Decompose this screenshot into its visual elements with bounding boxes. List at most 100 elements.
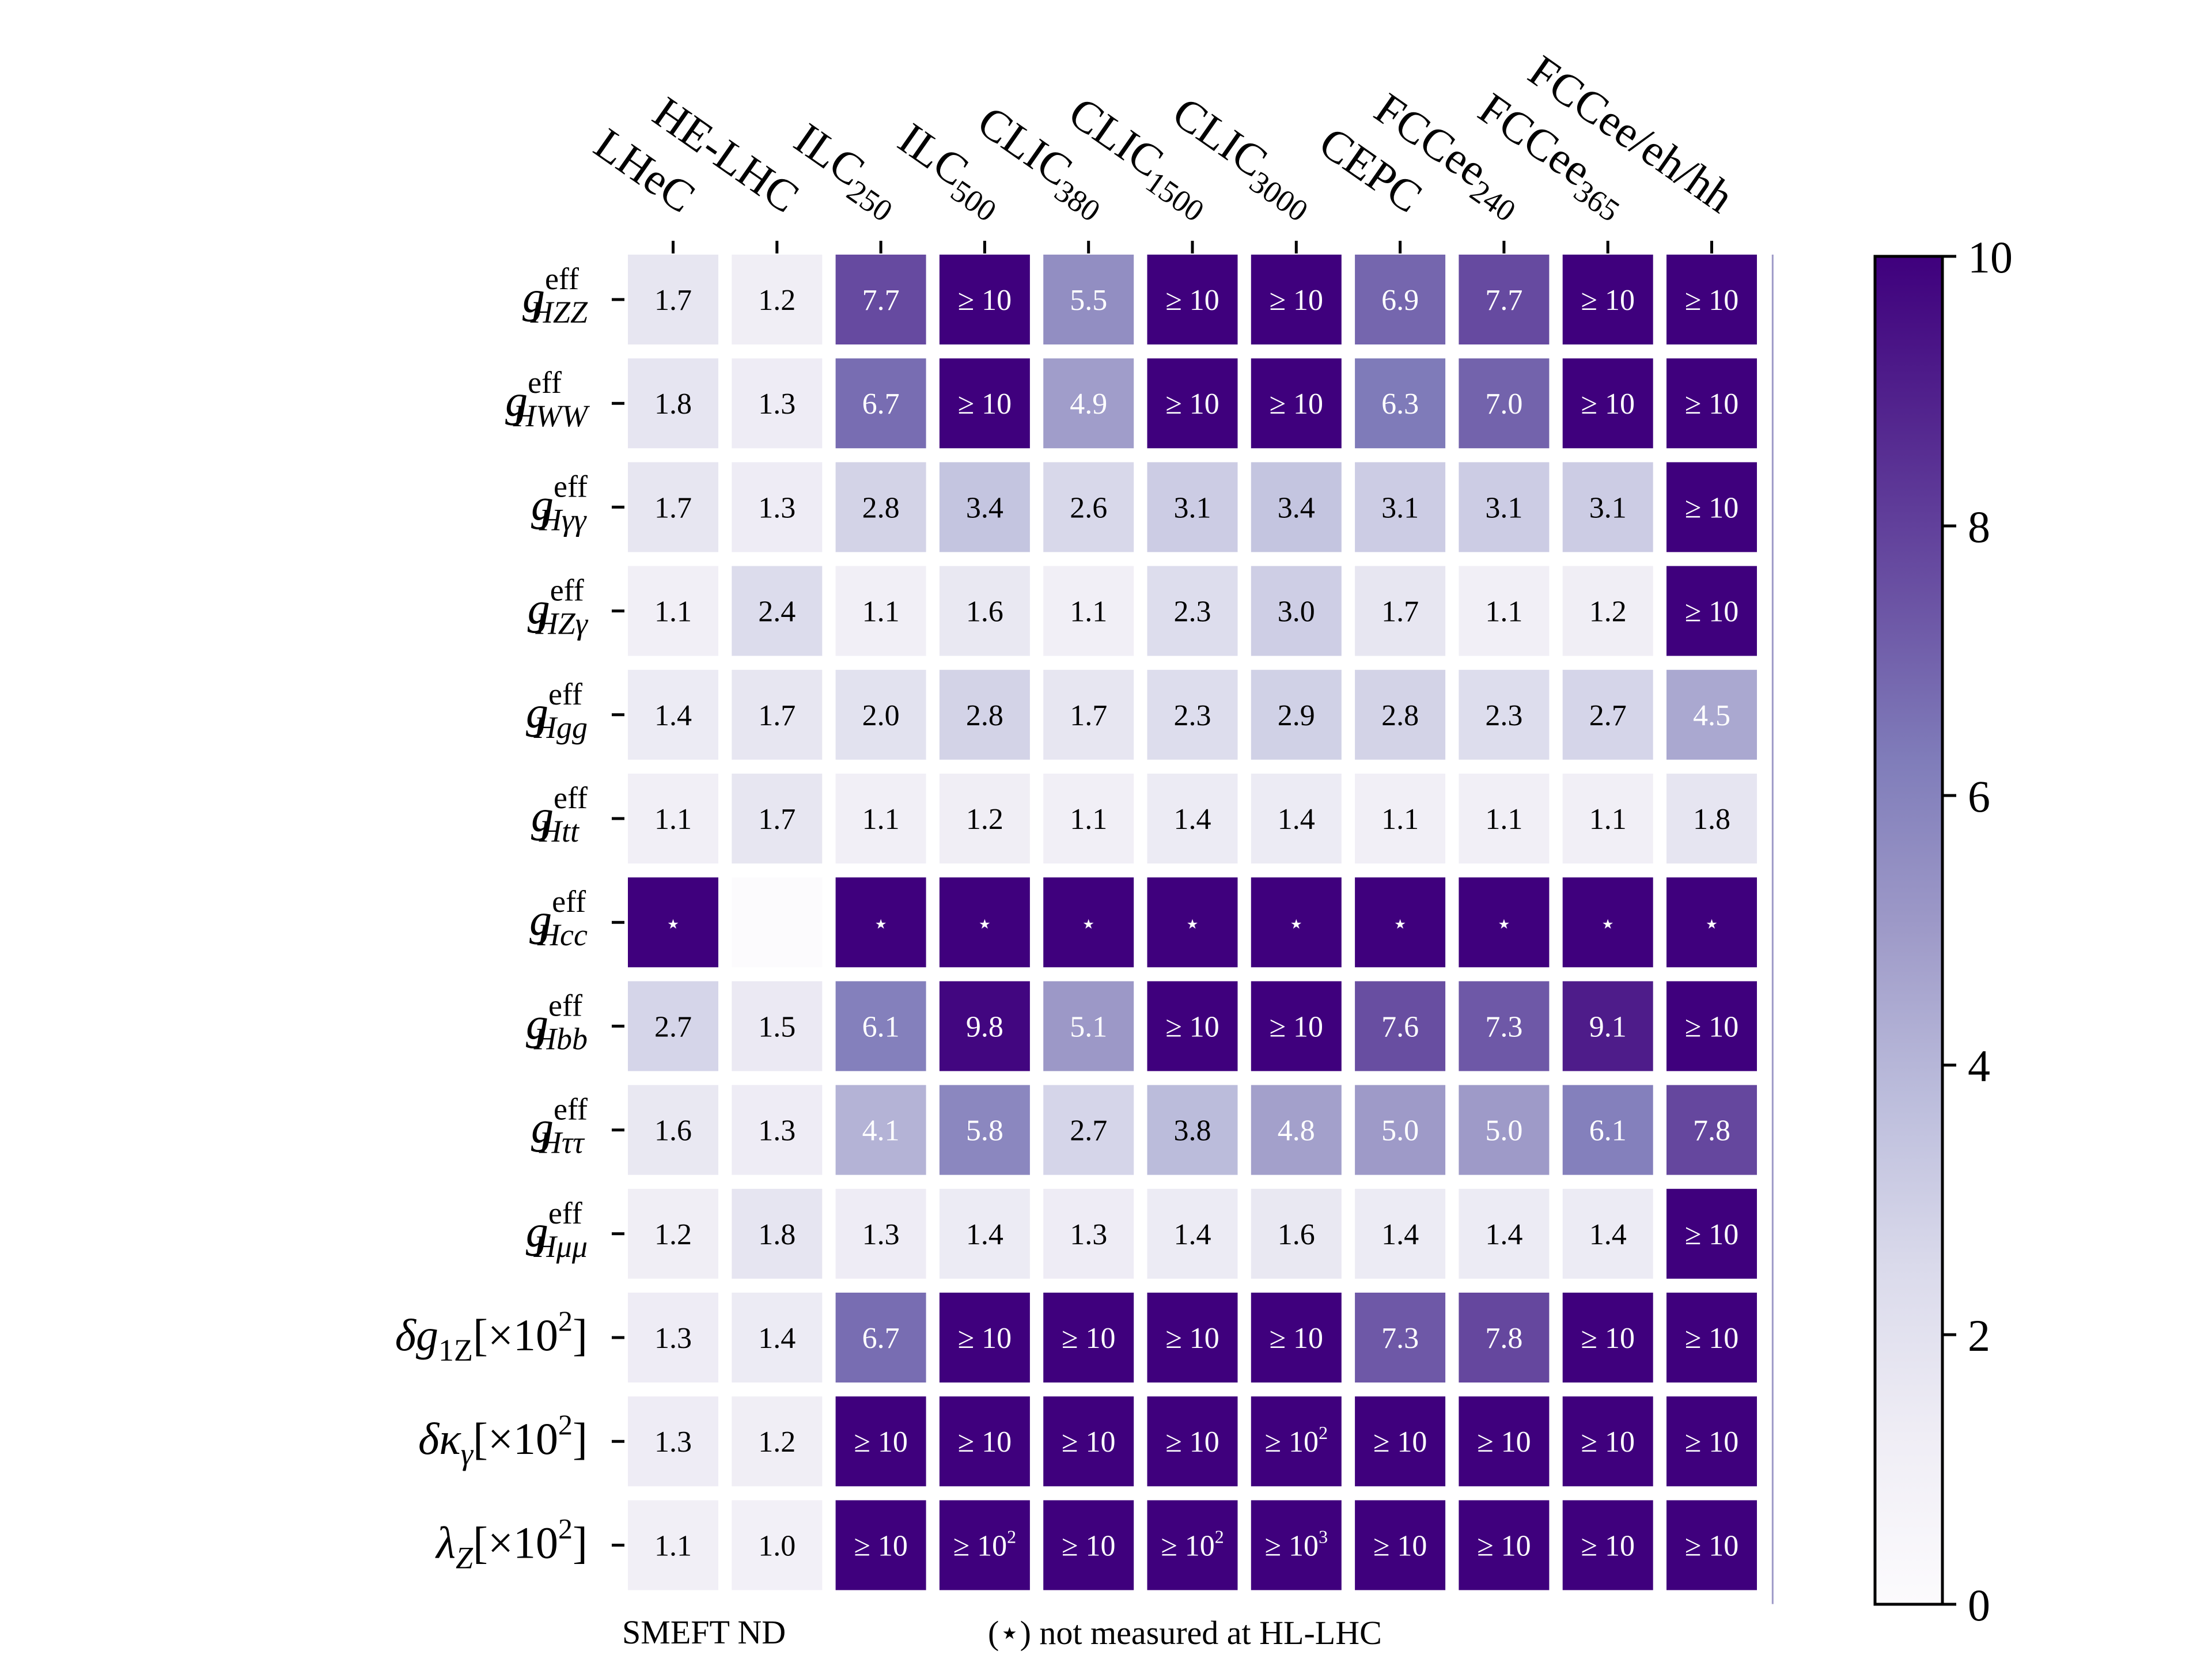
cell-label: ≥ 10: [1062, 1322, 1116, 1355]
heatmap-cell: [939, 1293, 1030, 1382]
cell-label: 1.7: [654, 491, 692, 524]
heatmap-cell: [1562, 1396, 1653, 1487]
heatmap-cell: [628, 1188, 718, 1279]
cell-label: 2.7: [654, 1010, 692, 1043]
heatmap-cell: [835, 255, 926, 344]
cell-label: 1.1: [1070, 596, 1107, 628]
cell-label: ≥ 10: [1270, 1010, 1324, 1043]
cell-label: ≥ 10: [1685, 1529, 1739, 1562]
cell-label: 1.1: [1485, 596, 1522, 628]
cell-label: 1.6: [1278, 1218, 1315, 1251]
colorbar: 0 2 4 6 8 10: [1873, 232, 2013, 1630]
cell-label: ≥ 10: [958, 284, 1012, 317]
heatmap-cell: [1459, 981, 1550, 1071]
cell-label: 9.8: [966, 1010, 1003, 1043]
cell-label: ≥ 10: [1165, 284, 1219, 317]
row-label: δg1Z[×102]: [395, 1305, 588, 1368]
heatmap-cell: [1666, 1085, 1757, 1175]
cell-label: 2.8: [1381, 699, 1419, 732]
heatmap-cell: [628, 1500, 718, 1590]
row-label: geff Hττ: [531, 1092, 588, 1160]
cell-label: 1.8: [758, 1218, 796, 1251]
heatmap-cell: [1043, 1188, 1134, 1279]
heatmap-cell: [1562, 877, 1653, 968]
heatmap-cell: [1355, 1500, 1446, 1590]
heatmap-cell: [1251, 358, 1342, 449]
heatmap-cell: [628, 1085, 718, 1175]
cell-label: 2.3: [1174, 596, 1211, 628]
cell-label: ≥ 10: [854, 1426, 908, 1459]
row-label: geff HWW: [505, 365, 590, 433]
heatmap-cell: [1562, 1293, 1653, 1382]
heatmap-cell: [732, 1085, 823, 1175]
heatmap-cell: [1666, 566, 1757, 656]
heatmap-cell: [1562, 669, 1653, 760]
heatmap-cell: [628, 981, 718, 1071]
heatmap-cell: [835, 1500, 926, 1590]
row-label: geff Htt: [531, 781, 588, 849]
heatmap-cell: [628, 358, 718, 449]
cell-label: ⋆: [1600, 909, 1616, 938]
cell-label: 3.1: [1381, 491, 1419, 524]
colorbar-tick-label: 4: [1968, 1041, 1990, 1091]
cell-label: 2.9: [1278, 699, 1315, 732]
heatmap-cell: [1251, 877, 1342, 968]
heatmap-cell: [1251, 566, 1342, 656]
heatmap-cell: [1251, 462, 1342, 552]
heatmap-cell: [1147, 1188, 1238, 1279]
heatmap-cell: [1355, 877, 1446, 968]
heatmap-cell: [939, 566, 1030, 656]
heatmap-cell: [939, 462, 1030, 552]
cell-label: ≥ 10: [1165, 1322, 1219, 1355]
cell-label: 2.8: [966, 699, 1003, 732]
heatmap-cell: [1459, 462, 1550, 552]
heatmap-cell: [628, 255, 718, 344]
heatmap-cell: [1355, 669, 1446, 760]
cell-label: 1.6: [966, 596, 1003, 628]
heatmap-cell: [1666, 981, 1757, 1071]
heatmap-cell: [1355, 255, 1446, 344]
heatmap-cell: [732, 566, 823, 656]
heatmap-cell: [1147, 1293, 1238, 1382]
cell-label: ≥ 10: [1165, 1010, 1219, 1043]
heatmap-cell: [628, 774, 718, 863]
cell-label: ≥ 10: [958, 1322, 1012, 1355]
heatmap-cell: [1562, 1500, 1653, 1590]
heatmap-cell: [1459, 669, 1550, 760]
heatmap-cell: [1147, 462, 1238, 552]
cell-label: ≥ 10: [1270, 284, 1324, 317]
cell-label: 6.3: [1381, 388, 1419, 421]
cell-label: 1.3: [758, 1115, 796, 1147]
cell-label: ⋆: [665, 909, 681, 938]
heatmap-cell: [1355, 1188, 1446, 1279]
cell-label: ⋆: [873, 909, 889, 938]
cell-label: 1.3: [862, 1218, 900, 1251]
heatmap-cell: [1666, 774, 1757, 863]
heatmap-cell: [1459, 566, 1550, 656]
heatmap-cell: [732, 774, 823, 863]
row-label: δκγ[×102]: [418, 1408, 588, 1471]
cell-label: ≥ 10: [1270, 388, 1324, 421]
heatmap-cell: [1251, 1188, 1342, 1279]
heatmap-cell: [1043, 981, 1134, 1071]
heatmap-cell: [1147, 255, 1238, 344]
heatmap-cell: [1459, 255, 1550, 344]
cell-label: 1.4: [1278, 803, 1315, 836]
heatmap-cell: [732, 462, 823, 552]
heatmap-cell: [1043, 255, 1134, 344]
row-label: geff Hbb: [526, 988, 588, 1056]
heatmap-cell: [1562, 566, 1653, 656]
heatmap-cell: [1666, 669, 1757, 760]
cell-label: 2.3: [1174, 699, 1211, 732]
cell-label: 3.4: [966, 491, 1003, 524]
cell-label: 1.4: [1174, 803, 1211, 836]
heatmap-cell: [1251, 669, 1342, 760]
heatmap-cell: [835, 566, 926, 656]
heatmap-cell: [939, 1396, 1030, 1487]
heatmap-cell: [1251, 1396, 1342, 1487]
cell-label: 7.8: [1485, 1322, 1522, 1355]
row-label: geff Hcc: [529, 884, 588, 952]
cell-label: ≥ 10: [1685, 388, 1739, 421]
heatmap-cell: [628, 877, 718, 968]
heatmap-cell: [939, 1085, 1030, 1175]
